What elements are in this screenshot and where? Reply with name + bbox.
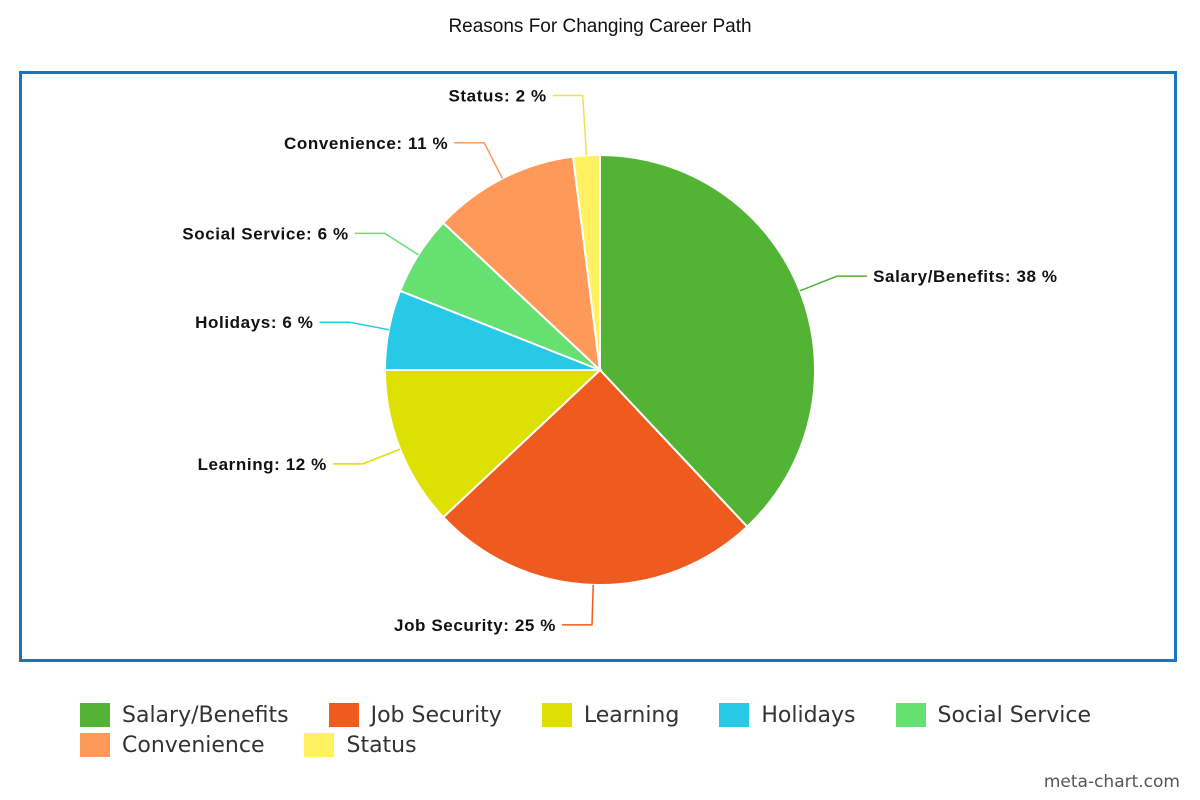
legend-label: Convenience [122, 732, 265, 758]
leader-line [319, 321, 389, 331]
legend-label: Salary/Benefits [122, 702, 289, 728]
legend-item[interactable]: Social Service [895, 702, 1092, 728]
legend-item[interactable]: Convenience [80, 732, 264, 758]
data-label: Social Service: 6 % [182, 224, 348, 243]
leader-line [552, 94, 588, 156]
legend-swatch [541, 703, 572, 727]
legend-swatch [80, 733, 110, 757]
data-label: Job Security: 25 % [394, 616, 556, 635]
data-label: Holidays: 6 % [195, 313, 313, 332]
legend-swatch [719, 703, 750, 727]
legend-label: Holidays [761, 702, 856, 728]
legend-label: Social Service [937, 702, 1092, 728]
legend-item[interactable]: Learning [541, 702, 680, 728]
legend-item[interactable]: Salary/Benefits [80, 702, 289, 728]
leader-line [799, 275, 868, 292]
data-label: Salary/Benefits: 38 % [873, 267, 1058, 286]
legend-item[interactable]: Status [304, 732, 417, 758]
leader-line [561, 584, 594, 626]
leader-line [454, 142, 504, 179]
legend: Salary/Benefits Job Security Learning Holid… [80, 702, 1160, 758]
legend-item[interactable]: Job Security [328, 702, 502, 728]
data-label: Learning: 12 % [198, 455, 327, 474]
legend-swatch [895, 703, 926, 727]
legend-swatch [80, 703, 110, 727]
legend-label: Job Security [370, 702, 502, 728]
legend-swatch [328, 703, 359, 727]
chart-title: Reasons For Changing Career Path [448, 16, 752, 37]
legend-label: Status [346, 732, 417, 758]
data-label: Status: 2 % [448, 87, 546, 106]
data-label: Convenience: 11 % [284, 134, 448, 153]
leader-line [332, 448, 401, 465]
credit-text: meta-chart.com [1043, 772, 1180, 792]
leader-line [354, 232, 419, 256]
legend-label: Learning [583, 702, 680, 728]
pie-slice-salary-benefits[interactable] [599, 153, 816, 529]
legend-item[interactable]: Holidays [719, 702, 856, 728]
legend-swatch [304, 733, 335, 757]
chart-frame [19, 71, 1177, 662]
pie-slice-convenience[interactable] [441, 155, 602, 373]
